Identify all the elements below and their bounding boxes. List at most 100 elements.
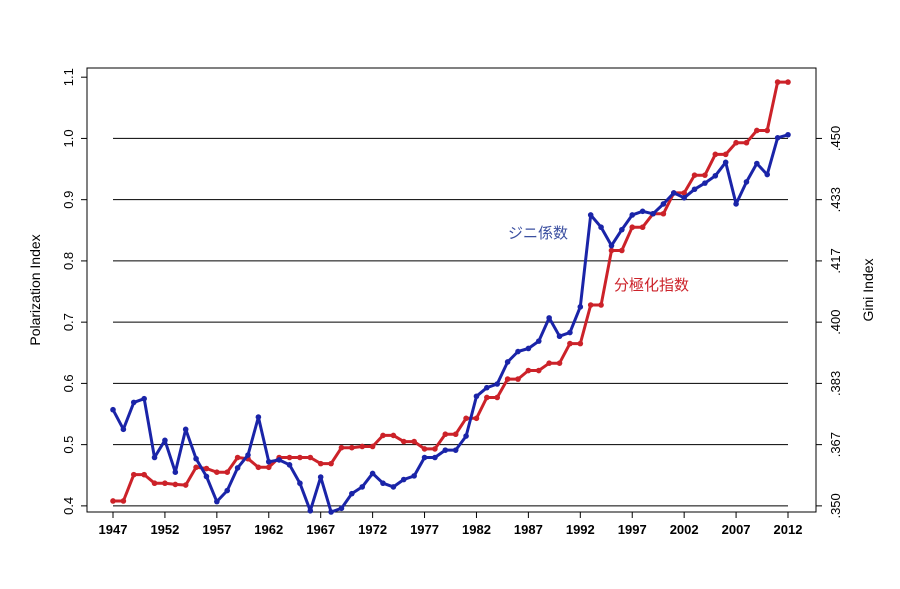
data-point bbox=[120, 498, 127, 504]
data-point bbox=[297, 480, 303, 487]
data-point bbox=[535, 367, 542, 374]
data-point bbox=[432, 454, 438, 461]
data-point bbox=[619, 226, 625, 233]
x-tick-label: 1982 bbox=[462, 522, 491, 537]
x-tick-label: 1977 bbox=[410, 522, 439, 537]
y2-tick-label: .350 bbox=[828, 493, 843, 518]
data-point bbox=[535, 338, 542, 344]
data-point bbox=[463, 433, 469, 439]
data-point bbox=[172, 481, 179, 488]
data-point bbox=[774, 79, 781, 85]
data-point bbox=[660, 201, 667, 207]
data-point bbox=[255, 464, 262, 471]
data-point bbox=[349, 490, 355, 497]
data-point bbox=[130, 399, 137, 406]
data-point bbox=[722, 159, 729, 166]
data-point bbox=[442, 447, 449, 453]
data-point bbox=[224, 469, 231, 475]
data-point bbox=[193, 464, 199, 471]
y-tick-label: 0.6 bbox=[61, 374, 76, 392]
data-point bbox=[162, 437, 168, 444]
data-point bbox=[556, 333, 563, 340]
data-point bbox=[265, 458, 272, 465]
x-tick-label: 1967 bbox=[306, 522, 335, 537]
data-point bbox=[587, 302, 594, 308]
data-point bbox=[567, 340, 573, 347]
data-point bbox=[670, 190, 677, 196]
data-point bbox=[494, 394, 501, 401]
x-tick-label: 2002 bbox=[670, 522, 699, 537]
data-point bbox=[349, 444, 355, 451]
x-tick-label: 1992 bbox=[566, 522, 595, 537]
data-point bbox=[754, 160, 760, 167]
data-point bbox=[681, 190, 687, 196]
y2-tick-label: .417 bbox=[828, 248, 843, 273]
data-point bbox=[691, 186, 698, 193]
data-point bbox=[400, 438, 407, 445]
data-point bbox=[421, 454, 428, 461]
data-point bbox=[639, 208, 646, 215]
data-point bbox=[110, 498, 116, 504]
data-point bbox=[473, 415, 480, 422]
data-point bbox=[307, 507, 314, 514]
data-point bbox=[504, 376, 511, 382]
data-point bbox=[359, 443, 366, 450]
data-point bbox=[598, 224, 604, 231]
data-point bbox=[182, 426, 189, 433]
data-point bbox=[764, 127, 771, 134]
x-tick-label: 2007 bbox=[722, 522, 751, 537]
data-point bbox=[203, 473, 210, 480]
data-point bbox=[130, 471, 137, 478]
data-point bbox=[452, 447, 459, 453]
data-point bbox=[224, 487, 231, 494]
data-point bbox=[764, 171, 771, 178]
data-point bbox=[504, 359, 511, 365]
data-point bbox=[733, 139, 739, 146]
data-point bbox=[525, 367, 532, 374]
y-tick-label: 0.4 bbox=[61, 497, 76, 515]
annotation-gini: ジニ係数 bbox=[508, 224, 568, 242]
data-point bbox=[660, 210, 667, 217]
y2-axis-title: Gini Index bbox=[860, 258, 876, 321]
data-point bbox=[733, 201, 739, 207]
data-point bbox=[484, 384, 490, 391]
data-point bbox=[172, 469, 179, 475]
data-point bbox=[141, 395, 147, 402]
data-point bbox=[774, 135, 781, 141]
data-point bbox=[338, 505, 345, 512]
y-tick-label: 0.8 bbox=[61, 252, 76, 270]
data-point bbox=[255, 414, 262, 420]
y-axis-title: Polarization Index bbox=[27, 234, 43, 345]
data-point bbox=[515, 348, 521, 355]
data-point bbox=[369, 470, 376, 477]
data-point bbox=[214, 498, 220, 505]
y-tick-label: 0.5 bbox=[61, 436, 76, 454]
data-point bbox=[577, 304, 584, 310]
series-group bbox=[110, 79, 791, 515]
data-point bbox=[286, 454, 293, 461]
data-point bbox=[193, 455, 199, 462]
data-point bbox=[722, 151, 729, 158]
data-point bbox=[515, 376, 521, 382]
data-point bbox=[307, 454, 314, 461]
data-point bbox=[743, 179, 750, 185]
data-point bbox=[141, 471, 147, 478]
data-point bbox=[234, 465, 241, 471]
data-point bbox=[525, 345, 532, 352]
data-point bbox=[234, 454, 241, 461]
data-point bbox=[265, 464, 272, 471]
data-point bbox=[702, 172, 708, 178]
data-point bbox=[286, 462, 293, 468]
data-point bbox=[432, 446, 438, 452]
data-point bbox=[484, 394, 490, 401]
data-point bbox=[556, 360, 563, 366]
y2-tick-label: .367 bbox=[828, 432, 843, 457]
data-point bbox=[567, 329, 573, 336]
data-point bbox=[151, 480, 158, 487]
x-tick-label: 1957 bbox=[202, 522, 231, 537]
data-point bbox=[650, 210, 656, 217]
data-point bbox=[743, 139, 750, 146]
data-point bbox=[120, 426, 127, 433]
data-point bbox=[380, 480, 386, 487]
